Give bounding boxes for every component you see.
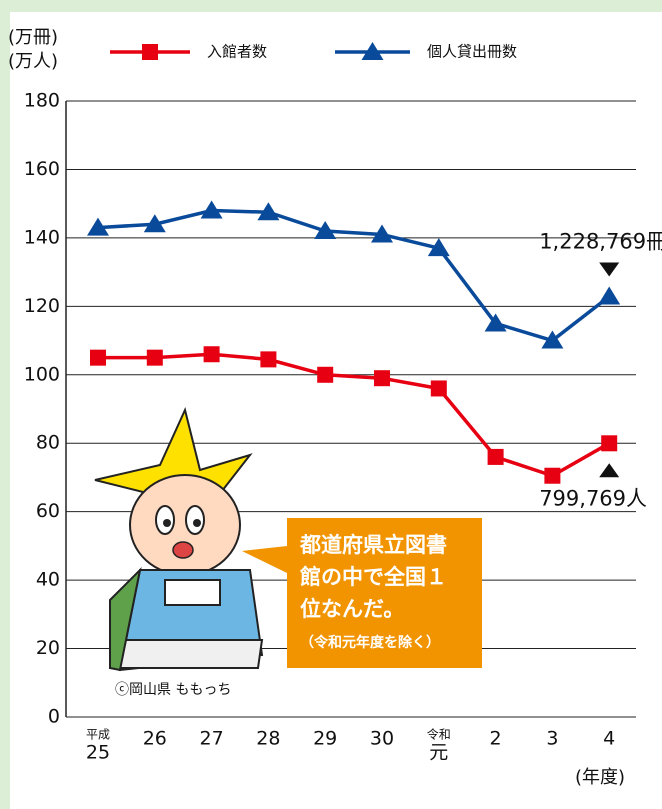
character — [94, 406, 264, 672]
data-label: 1,228,769冊 — [539, 229, 662, 253]
panel — [10, 12, 662, 809]
marker — [601, 435, 618, 452]
y-tick-label: 180 — [24, 90, 60, 112]
y-tick-label: 80 — [36, 432, 60, 454]
marker — [374, 370, 390, 387]
x-axis-label: (年度) — [575, 767, 625, 788]
marker — [541, 330, 564, 349]
line — [97, 208, 611, 343]
x-tick-label: 25 — [86, 742, 110, 764]
callout-note: （令和元年度を除く） — [300, 634, 440, 651]
annotation-arrow — [599, 262, 620, 277]
callout — [242, 518, 482, 668]
marker — [260, 351, 277, 368]
marker — [314, 221, 337, 240]
legend-marker — [361, 42, 384, 60]
x-tick-label: 2 — [490, 728, 502, 750]
legend-label: 個人貸出冊数 — [427, 43, 517, 61]
y-axis-label: (万人) — [8, 51, 58, 72]
y-tick-label: 40 — [36, 569, 60, 591]
x-tick-label: 平成 — [86, 728, 110, 742]
y-tick-label: 120 — [24, 295, 60, 317]
callout-text: 都道府県立図書 — [299, 533, 447, 557]
marker — [544, 467, 561, 484]
marker — [371, 224, 393, 243]
marker — [430, 380, 447, 397]
y-tick-label: 100 — [24, 363, 60, 385]
marker — [143, 214, 166, 233]
marker — [427, 238, 450, 257]
x-tick-label: 元 — [429, 742, 448, 764]
x-tick-label: 28 — [256, 728, 280, 750]
marker — [598, 286, 621, 305]
y-tick-label: 0 — [48, 706, 60, 728]
marker — [487, 448, 504, 465]
marker — [146, 349, 163, 366]
x-tick-label: 26 — [143, 728, 167, 750]
y-axis-label: (万冊) — [8, 27, 58, 48]
data-label: 799,769人 — [539, 486, 647, 510]
x-tick-label: 4 — [603, 728, 615, 750]
x-tick-label: 30 — [370, 728, 394, 750]
y-tick-label: 60 — [36, 500, 60, 522]
marker — [257, 202, 280, 221]
marker — [200, 200, 223, 219]
annotation-arrow — [599, 463, 620, 478]
callout-text: 位なんだ。 — [300, 597, 404, 621]
marker — [87, 217, 109, 236]
marker — [317, 366, 334, 383]
y-tick-label: 160 — [24, 158, 60, 180]
y-tick-label: 140 — [24, 226, 60, 248]
callout-text: 館の中で全国１ — [300, 565, 447, 589]
x-tick-label: 27 — [200, 728, 224, 750]
credit: ⓒ岡山県 ももっち — [115, 682, 231, 698]
legend-label: 入館者数 — [207, 43, 267, 61]
x-tick-label: 29 — [313, 728, 337, 750]
marker — [90, 349, 106, 366]
legend-marker — [142, 44, 158, 60]
line — [98, 352, 611, 478]
marker — [203, 346, 220, 363]
y-tick-label: 20 — [36, 637, 60, 659]
marker — [484, 313, 507, 332]
x-tick-label: 令和 — [427, 727, 451, 742]
x-tick-label: 3 — [546, 728, 558, 750]
